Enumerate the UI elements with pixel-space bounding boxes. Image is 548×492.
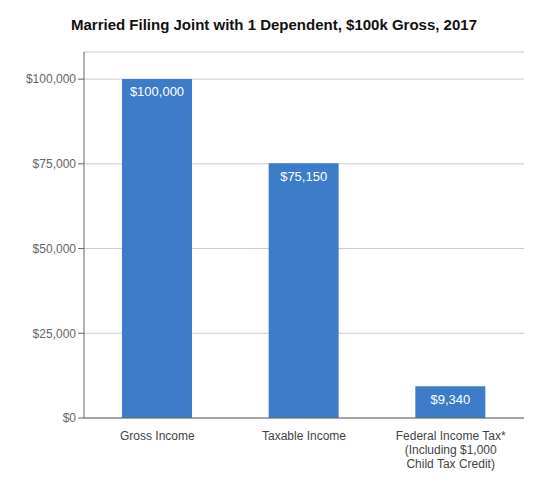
svg-text:$75,150: $75,150 — [280, 169, 327, 184]
svg-text:$75,000: $75,000 — [33, 157, 77, 171]
svg-text:$100,000: $100,000 — [26, 72, 76, 86]
svg-text:Gross Income: Gross Income — [120, 429, 195, 443]
svg-text:$100,000: $100,000 — [130, 84, 184, 99]
html-text:Married Filing Joint with 1 De: Married Filing Joint with 1 Dependent, $… — [71, 16, 477, 33]
svg-text:$9,340: $9,340 — [430, 392, 470, 407]
svg-text:$0: $0 — [63, 411, 77, 425]
svg-text:$50,000: $50,000 — [33, 242, 77, 256]
svg-text:$25,000: $25,000 — [33, 327, 77, 341]
svg-text:Federal Income Tax*(Including: Federal Income Tax*(Including $1,000Chil… — [396, 429, 506, 471]
svg-text:Taxable Income: Taxable Income — [262, 429, 346, 443]
